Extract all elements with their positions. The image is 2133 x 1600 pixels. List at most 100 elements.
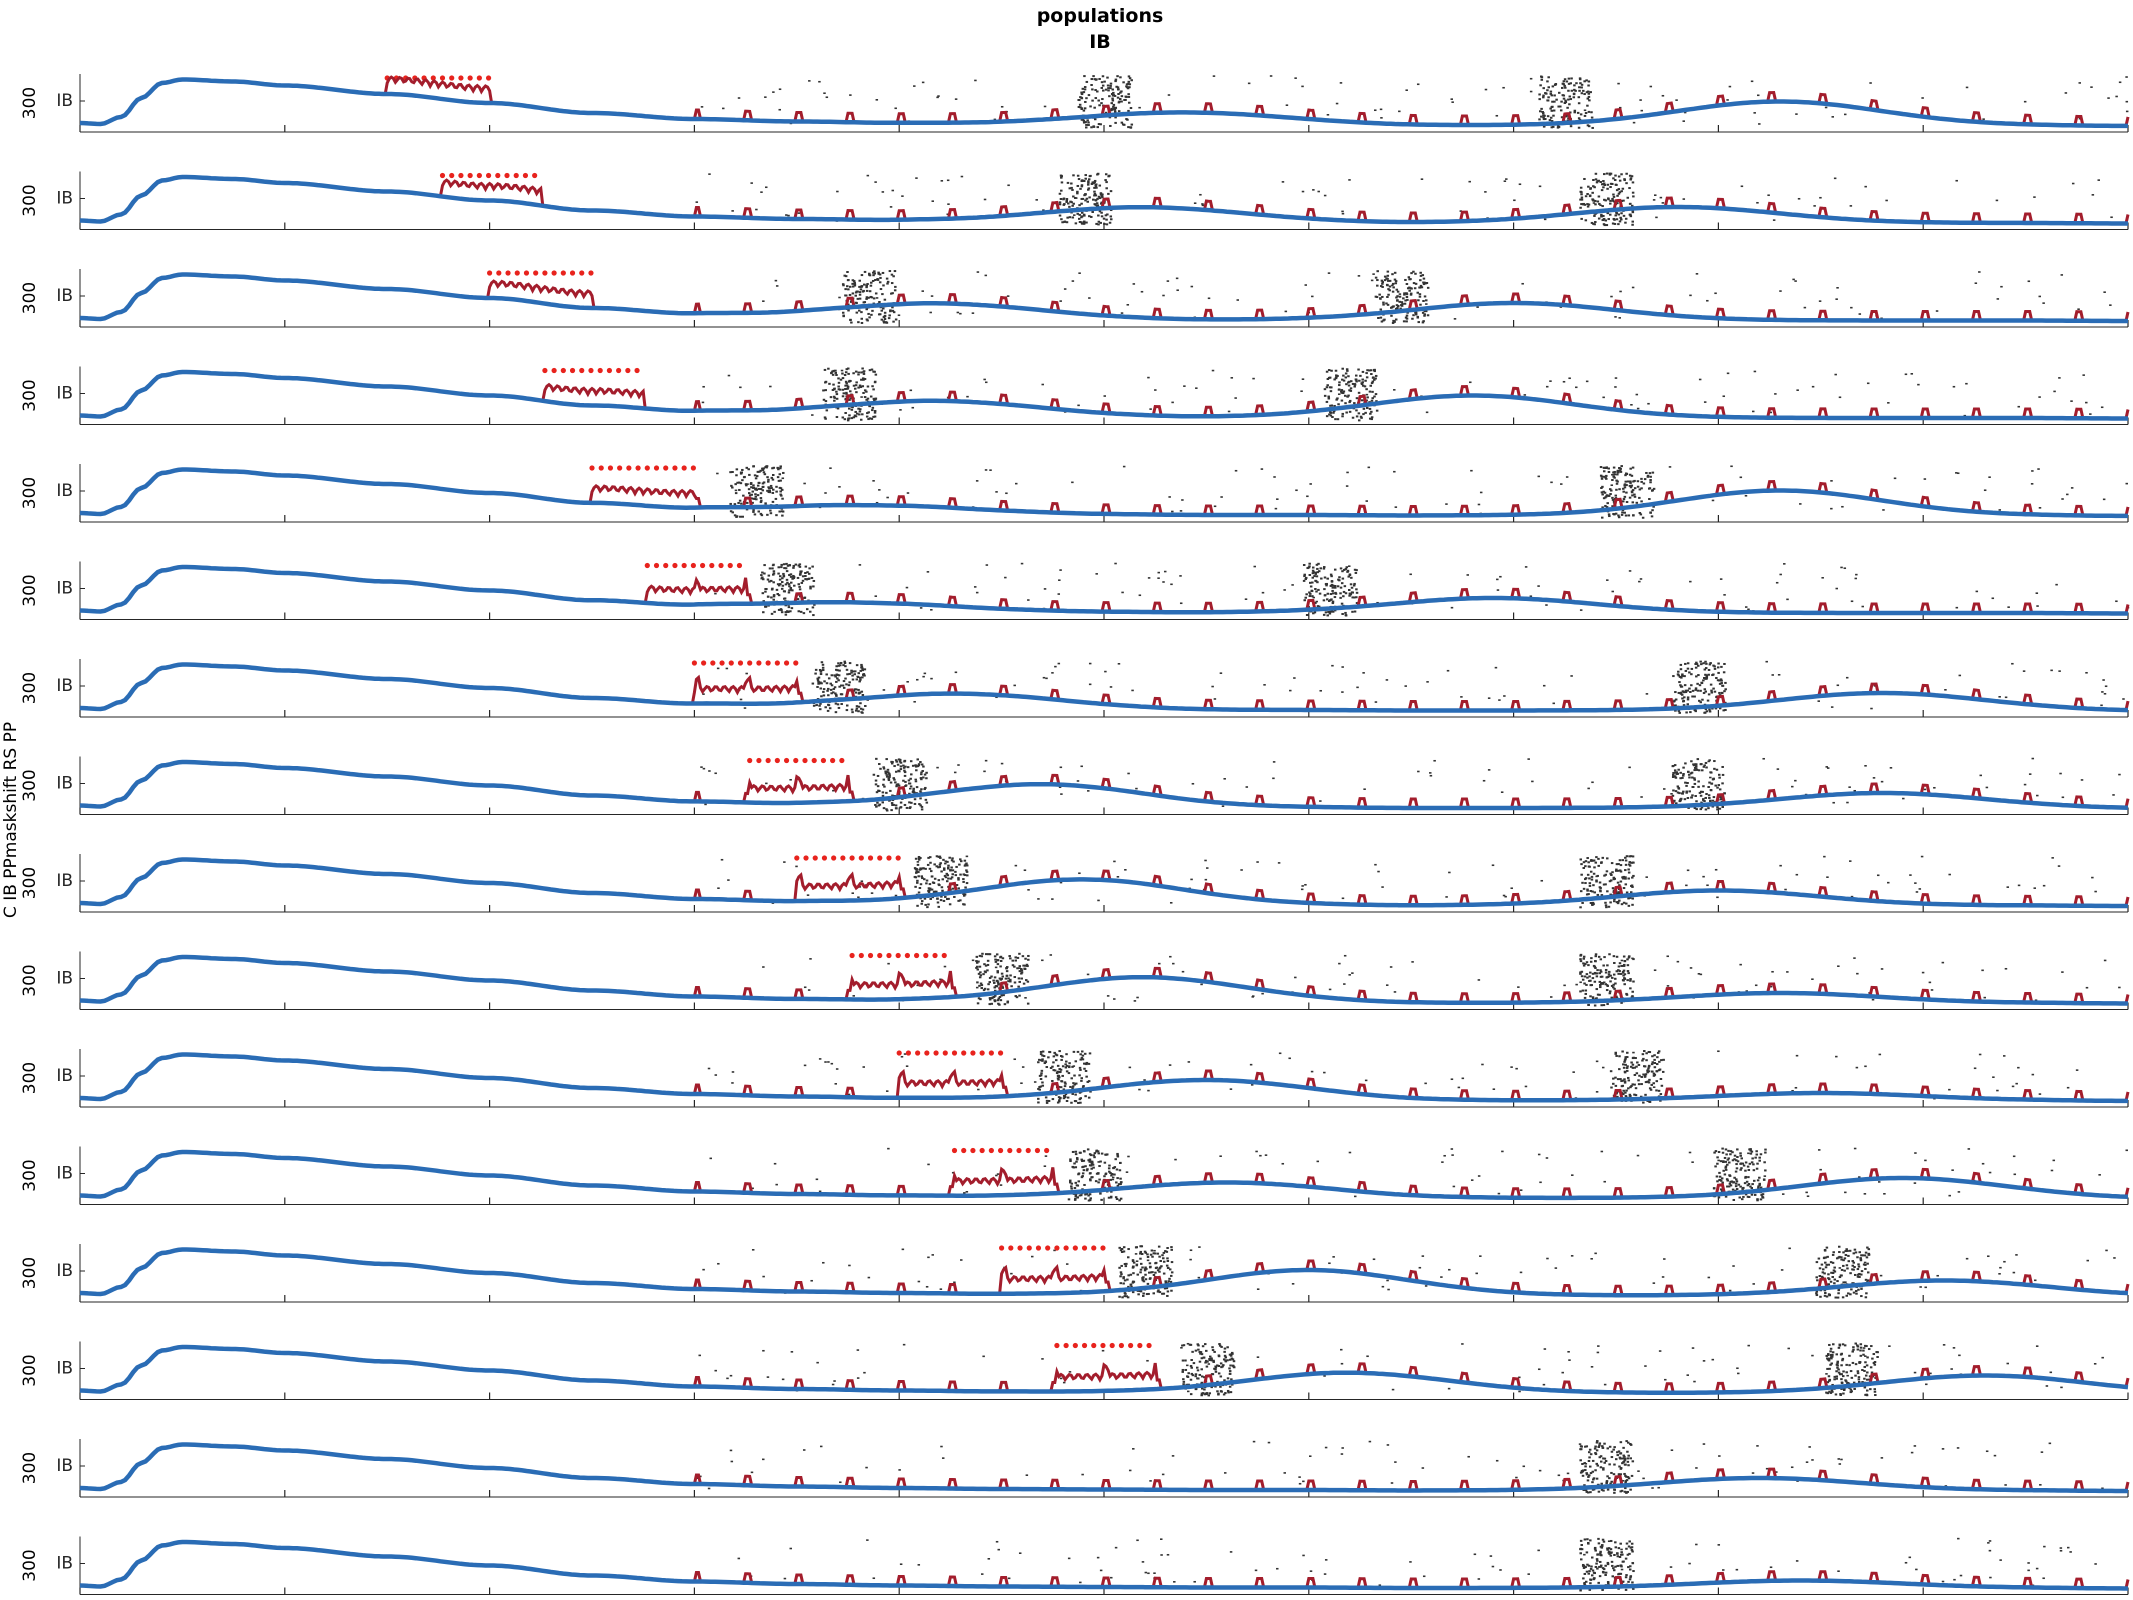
stimulus-dot xyxy=(523,270,530,276)
stimulus-dot xyxy=(877,952,883,959)
stimulus-dot xyxy=(896,1050,902,1056)
panel-ytick-label: IB xyxy=(56,774,73,794)
panel-ytick-label: IB xyxy=(56,481,73,501)
stimulus-dot xyxy=(886,952,892,959)
stimulus-dot xyxy=(597,367,603,374)
stimulus-dot xyxy=(487,270,493,276)
panel-y-strip-label: 300 xyxy=(20,867,40,899)
panel: 300 IB xyxy=(20,756,2130,815)
stimulus-dot xyxy=(699,562,706,569)
stimulus-dot xyxy=(653,562,660,569)
stimulus-dot xyxy=(701,660,707,666)
stimulus-dot xyxy=(449,75,455,81)
stimulus-dot xyxy=(774,757,780,764)
stimulus-dot xyxy=(681,562,687,569)
stimulus-dot xyxy=(794,855,800,861)
panel-ytick-label: IB xyxy=(56,286,73,306)
stimulus-dot xyxy=(737,660,744,666)
stimulus-dot xyxy=(719,660,725,666)
stimulus-dot xyxy=(895,855,901,861)
stimulus-dot xyxy=(709,562,715,569)
stimulus-dot xyxy=(579,367,585,374)
stimulus-dot xyxy=(886,855,892,861)
stimulus-dot xyxy=(941,952,947,959)
stimulus-dot xyxy=(923,952,929,959)
panel: 300 IB xyxy=(20,854,2130,913)
stimulus-dot xyxy=(625,367,631,374)
stimulus-dot xyxy=(812,855,818,861)
stimulus-dot xyxy=(653,465,660,471)
stimulus-dot xyxy=(756,757,762,764)
chart-subtitle: IB xyxy=(1089,31,1111,53)
stimulus-dot xyxy=(932,952,938,959)
panel: 300 IB xyxy=(20,171,2130,230)
response-trace xyxy=(80,858,2130,908)
response-trace xyxy=(80,760,2130,810)
stimulus-dot xyxy=(551,270,557,276)
panel-y-strip-label: 300 xyxy=(20,477,40,509)
panel-ytick-label: IB xyxy=(56,91,73,111)
panel-ytick-label: IB xyxy=(56,969,73,989)
stimulus-dot xyxy=(690,562,696,569)
stimulus-dot xyxy=(449,172,455,179)
stimulus-dot xyxy=(514,270,520,276)
stimulus-dot xyxy=(485,75,492,81)
population-trace xyxy=(79,954,2128,1006)
panel: 300 IB xyxy=(20,464,2130,523)
stimulus-dot xyxy=(476,75,482,81)
panel: 300 IB xyxy=(20,1049,2130,1108)
stimulus-dot xyxy=(904,952,910,959)
stimulus-dot xyxy=(736,562,743,569)
stimulus-dot xyxy=(691,660,698,666)
stimulus-dot xyxy=(997,1050,1004,1056)
stimulus-dot xyxy=(522,172,529,179)
stimulus-dot xyxy=(644,562,650,569)
stimulus-dot xyxy=(979,1050,985,1056)
stimulus-dot xyxy=(710,660,716,666)
panel: 300 IB xyxy=(20,561,2130,620)
stimulus-dot xyxy=(840,855,846,861)
stimulus-dot xyxy=(783,757,790,764)
stimulus-dot xyxy=(765,660,771,666)
stimulus-dot xyxy=(532,172,538,179)
panel: 300 IB xyxy=(20,951,2130,1010)
population-trace xyxy=(79,564,2128,616)
stimulus-dot xyxy=(821,855,828,861)
population-trace xyxy=(79,369,2128,421)
stimulus-dot xyxy=(839,757,845,764)
stimulus-dot xyxy=(606,367,613,374)
stimulus-dot xyxy=(877,855,883,861)
panel-y-strip-label: 300 xyxy=(20,282,40,314)
panel-ytick-label: IB xyxy=(56,871,73,891)
stimulus-dot xyxy=(727,562,733,569)
panel-y-strip-label: 300 xyxy=(20,964,40,996)
stimulus-dot xyxy=(495,172,501,179)
stimulus-dot xyxy=(598,465,604,471)
stimulus-dot xyxy=(849,855,855,861)
panel: 300 IB xyxy=(20,269,2130,328)
stimulus-dot xyxy=(513,172,519,179)
stimulus-dot xyxy=(560,367,566,374)
stimulus-dot xyxy=(505,270,511,276)
stimulus-dot xyxy=(439,172,446,179)
stimulus-dot xyxy=(533,270,539,276)
panel-y-strip-label: 300 xyxy=(20,184,40,216)
stimulus-dot xyxy=(579,270,585,276)
panel-y-strip-label: 300 xyxy=(20,769,40,801)
stimulus-dot xyxy=(617,465,623,471)
panels-group: 300 IB 300 IB 300 IB 300 IB 300 IB 300 IB 300 IB 300 IB… xyxy=(20,74,2130,1595)
panel-ytick-label: IB xyxy=(56,676,73,696)
population-trace xyxy=(79,272,2128,324)
panel: 300 IB xyxy=(20,659,2130,718)
panel-ytick-label: IB xyxy=(56,384,73,404)
panel-y-strip-label: 300 xyxy=(20,87,40,119)
stimulus-dot xyxy=(820,757,827,764)
panel-y-strip-label: 300 xyxy=(20,379,40,411)
stimulus-dot xyxy=(942,1050,948,1056)
stimulus-dot xyxy=(569,367,576,374)
population-trace xyxy=(79,77,2128,129)
stimulus-dot xyxy=(616,367,622,374)
stimulus-dot xyxy=(681,465,687,471)
panel-y-strip-label: 300 xyxy=(20,1062,40,1094)
stimulus-dot xyxy=(663,562,669,569)
